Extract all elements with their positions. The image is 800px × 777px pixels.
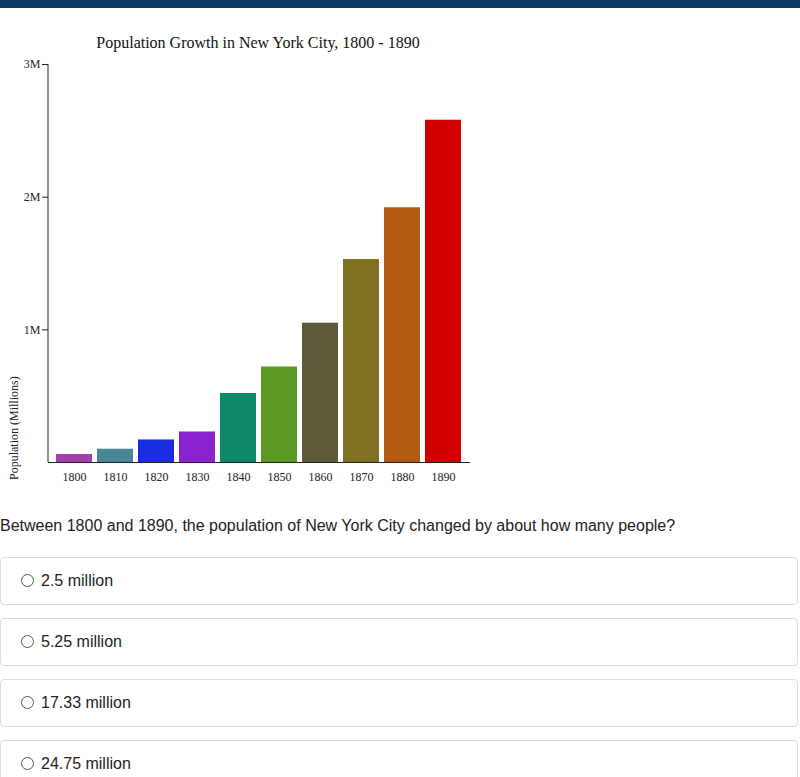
svg-text:1M: 1M	[24, 323, 41, 337]
svg-text:1850: 1850	[268, 470, 292, 484]
svg-text:1820: 1820	[145, 470, 169, 484]
svg-text:1830: 1830	[186, 470, 210, 484]
html-text:17.33 million: 17.33 million	[41, 694, 131, 711]
svg-text:1860: 1860	[309, 470, 333, 484]
svg-text:1800: 1800	[63, 470, 87, 484]
svg-text:1840: 1840	[227, 470, 251, 484]
html-text:Population Growth in New York: Population Growth in New York City, 1800…	[96, 34, 420, 51]
html-text:Between 1800 and 1890, the pop: Between 1800 and 1890, the population of…	[0, 517, 676, 534]
svg-text:1890: 1890	[432, 470, 456, 484]
html-text:2.5 million: 2.5 million	[41, 572, 113, 589]
svg-text:1810: 1810	[104, 470, 128, 484]
svg-text:2M: 2M	[24, 190, 41, 204]
svg-text:Population (Millions): Population (Millions)	[7, 376, 21, 480]
html-text:24.75 million: 24.75 million	[41, 755, 131, 772]
html-text:5.25 million: 5.25 million	[41, 633, 122, 650]
svg-text:1870: 1870	[350, 470, 374, 484]
svg-text:3M: 3M	[24, 60, 41, 71]
svg-text:1880: 1880	[391, 470, 415, 484]
